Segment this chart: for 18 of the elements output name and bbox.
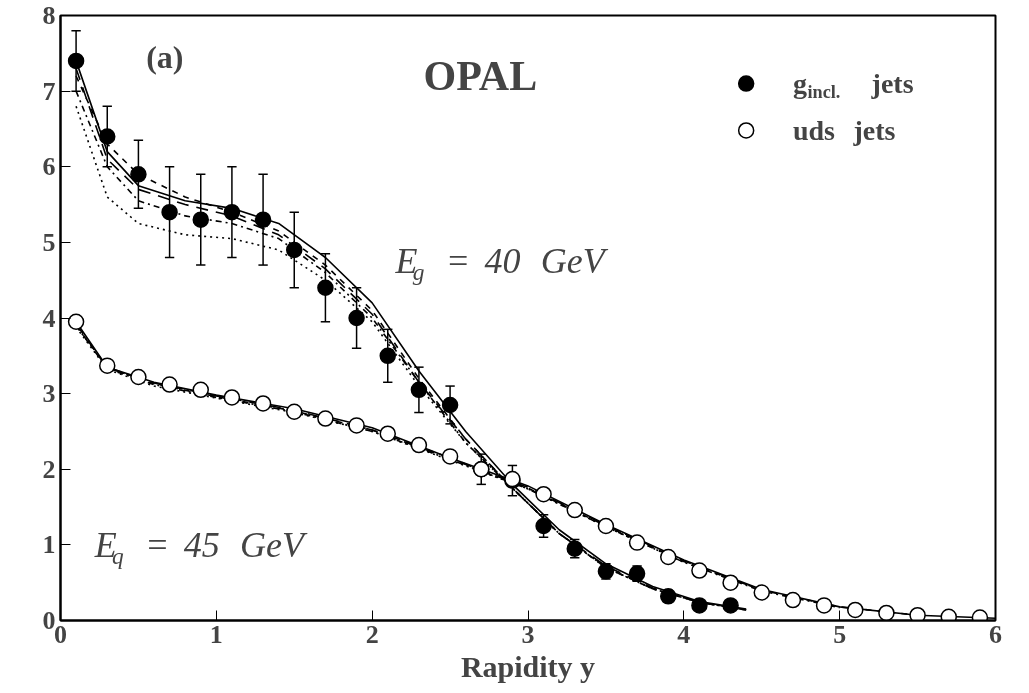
- annotation: (a): [146, 39, 184, 76]
- x-axis-title: Rapidity y: [460, 649, 596, 683]
- x-tick-label: 6: [989, 619, 1002, 649]
- y-tick-label: 7: [42, 76, 56, 106]
- y-tick-label: 1: [42, 530, 56, 560]
- annotation: OPAL: [423, 53, 538, 99]
- x-tick-label: 3: [521, 619, 535, 649]
- y-tick-label: 6: [42, 152, 56, 182]
- y-tick-label: 5: [42, 227, 56, 257]
- y-tick-label: 4: [42, 303, 56, 333]
- x-tick-label: 1: [209, 619, 223, 649]
- y-tick-label: 8: [42, 1, 56, 30]
- x-tick-label: 5: [833, 619, 847, 649]
- y-tick-label: 3: [42, 379, 56, 409]
- x-tick-label: 4: [677, 619, 691, 649]
- legend-label: uds jets: [792, 114, 896, 146]
- y-tick-label: 2: [42, 454, 56, 484]
- x-tick-label: 2: [365, 619, 379, 649]
